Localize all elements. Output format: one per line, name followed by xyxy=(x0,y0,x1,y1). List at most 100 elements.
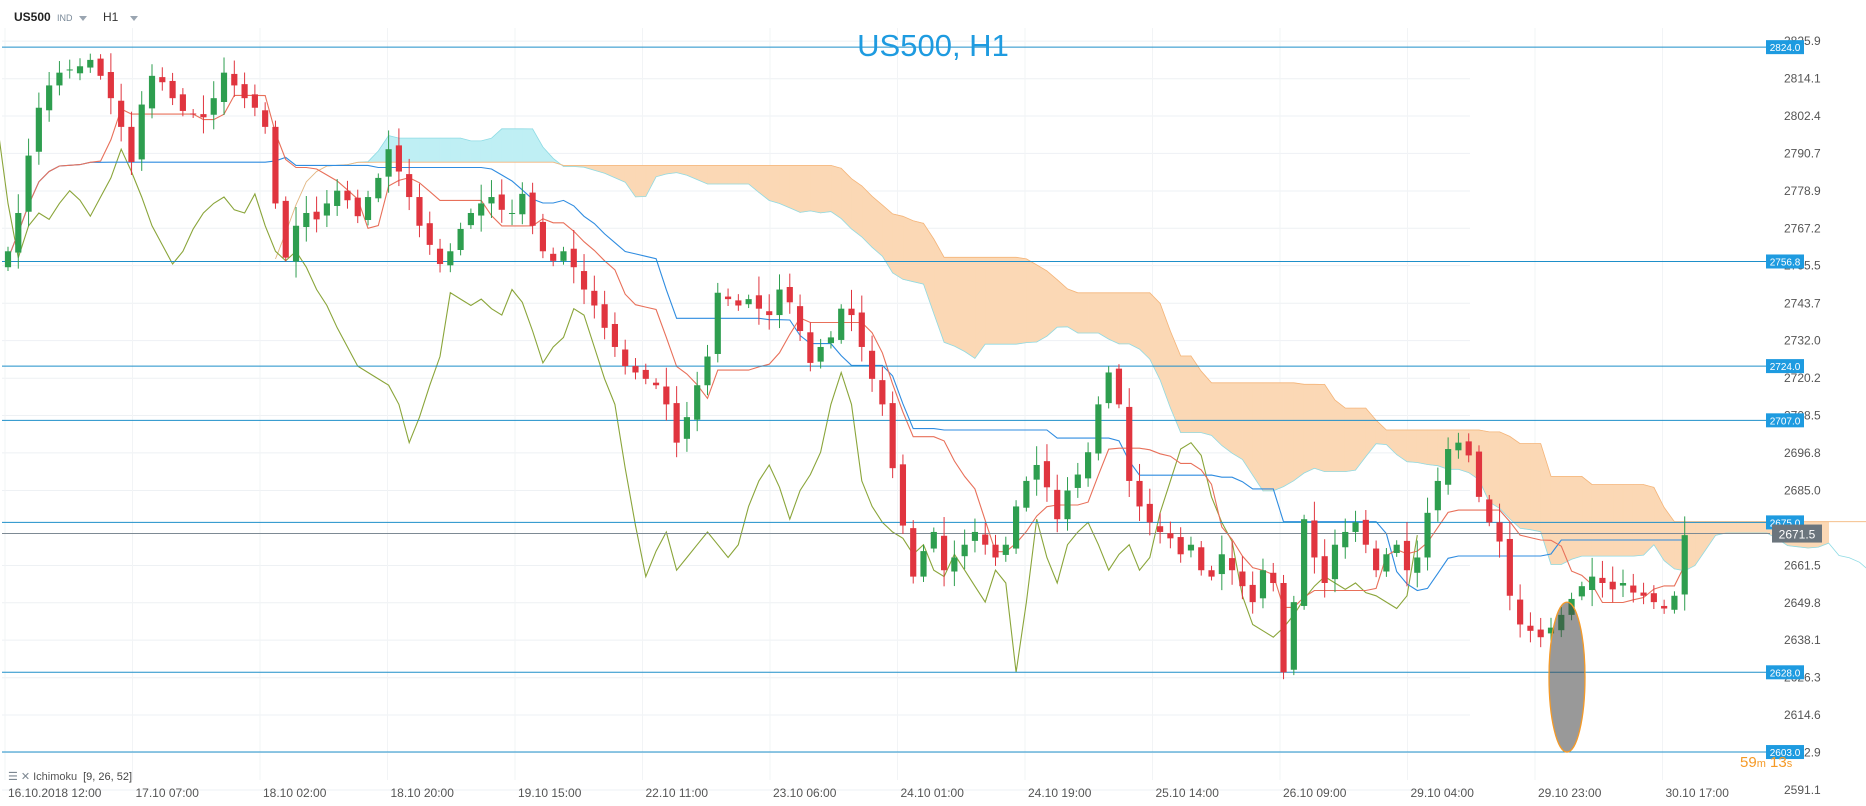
cloud-segment xyxy=(1015,256,1027,345)
instrument-type-label: IND xyxy=(57,13,73,23)
time-tick-label: 25.10 14:00 xyxy=(1156,786,1220,800)
candle-body xyxy=(4,251,12,268)
candle-body xyxy=(1167,533,1174,539)
candle-body xyxy=(15,212,22,253)
cloud-segment xyxy=(1211,382,1223,447)
candle-timer: 59m 13s xyxy=(1740,754,1793,771)
candlesticks xyxy=(4,53,1688,680)
close-icon[interactable]: ✕ xyxy=(20,771,31,783)
symbol-label[interactable]: US500 xyxy=(14,10,51,24)
candle-body xyxy=(1054,489,1061,520)
candle-body xyxy=(1331,544,1339,580)
candle-body xyxy=(1126,406,1133,481)
candle-body xyxy=(1465,441,1472,456)
candle-body xyxy=(1012,506,1020,549)
time-axis: 16.10.2018 12:00 17.10 07:00 18.10 02:00 18… xyxy=(8,786,1729,800)
cloud-segment xyxy=(1704,521,1716,552)
cloud-segment xyxy=(1416,429,1428,465)
candle-body xyxy=(282,200,289,258)
cloud-segment xyxy=(1540,443,1552,565)
candle-body xyxy=(262,110,269,127)
price-tick-label: 2790.7 xyxy=(1784,146,1821,160)
cloud-segment xyxy=(810,165,821,214)
candle-body xyxy=(961,544,968,557)
cloud-segment xyxy=(892,213,904,280)
level-label-bg xyxy=(1766,745,1804,760)
level-label: 2707.0 xyxy=(1770,416,1801,427)
cloud-segment xyxy=(1056,279,1068,328)
candle-body xyxy=(1537,629,1544,638)
candle-body xyxy=(467,212,474,226)
candle-body xyxy=(1640,592,1647,596)
cloud-segment xyxy=(1005,257,1017,345)
cloud-segment xyxy=(1314,383,1325,472)
candle-body xyxy=(364,197,372,221)
candle-body xyxy=(447,251,454,266)
time-tick-label: 29.10 23:00 xyxy=(1538,786,1602,800)
candle-body xyxy=(128,126,135,162)
senkou-span-b-line xyxy=(275,161,1866,523)
highlight-ellipse[interactable] xyxy=(1548,601,1586,753)
candle-body xyxy=(1342,531,1349,548)
candle-body xyxy=(519,193,526,215)
cloud-segment xyxy=(974,257,986,360)
candle-body xyxy=(179,94,186,111)
cloud-segment xyxy=(984,257,996,345)
candle-body xyxy=(488,197,495,204)
cloud-segment xyxy=(1386,429,1397,456)
candle-body xyxy=(910,528,917,577)
price-tick-label: 2743.7 xyxy=(1784,296,1821,310)
cloud-segment xyxy=(1499,431,1511,520)
candle-body xyxy=(982,534,989,545)
candle-body xyxy=(66,69,73,71)
cloud-segment xyxy=(480,137,492,163)
senkou-span-a-line xyxy=(275,128,1866,572)
candle-body xyxy=(406,174,413,198)
level-label-bg xyxy=(1766,254,1804,269)
candle-body xyxy=(1270,572,1277,583)
cloud-segment xyxy=(1180,355,1192,433)
candle-body xyxy=(344,190,351,201)
candle-body xyxy=(1198,547,1205,571)
cloud-segment xyxy=(964,257,976,359)
candle-body xyxy=(190,113,197,115)
symbol-dropdown-icon[interactable] xyxy=(79,16,87,21)
cloud-segment xyxy=(419,137,431,163)
candle-body xyxy=(848,308,855,316)
price-tick-label: 2685.0 xyxy=(1784,483,1821,497)
candle-body xyxy=(251,94,258,108)
cloud-segment xyxy=(1355,407,1367,472)
cloud-segment xyxy=(1725,521,1737,534)
indicator-params: [9, 26, 52] xyxy=(83,771,133,783)
cloud-segment xyxy=(738,165,749,185)
time-tick-label: 30.10 17:00 xyxy=(1666,786,1730,800)
cloud-segment xyxy=(408,137,420,163)
highlight-ellipse xyxy=(1548,601,1586,753)
cloud-segment xyxy=(871,195,883,257)
indicator-settings-icon[interactable]: ☰ xyxy=(8,771,18,783)
candle-body xyxy=(745,299,752,305)
timeframe-label[interactable]: H1 xyxy=(103,10,119,24)
candle-body xyxy=(992,544,999,558)
candle-body xyxy=(1414,557,1421,573)
price-tick-label: 2767.2 xyxy=(1784,221,1821,235)
cloud-segment xyxy=(1262,382,1274,492)
candle-body xyxy=(838,308,845,340)
candle-body xyxy=(1157,526,1164,532)
cloud-segment xyxy=(1396,429,1408,463)
candle-body xyxy=(632,366,639,373)
cloud-segment xyxy=(1344,407,1356,472)
timeframe-dropdown-icon[interactable] xyxy=(130,16,138,21)
cloud-segment xyxy=(1694,521,1706,567)
candle-body xyxy=(766,311,773,316)
candle-body xyxy=(159,77,166,83)
cloud-segment xyxy=(1283,382,1295,488)
candle-body xyxy=(1095,404,1102,454)
candle-body xyxy=(868,350,876,379)
cloud-segment xyxy=(1118,292,1130,345)
candle-body xyxy=(200,114,207,118)
cloud-segment xyxy=(1375,419,1387,445)
indicator-legend[interactable]: ☰ ✕ Ichimoku [9, 26, 52] xyxy=(8,770,132,783)
cloud-segment xyxy=(943,257,955,347)
